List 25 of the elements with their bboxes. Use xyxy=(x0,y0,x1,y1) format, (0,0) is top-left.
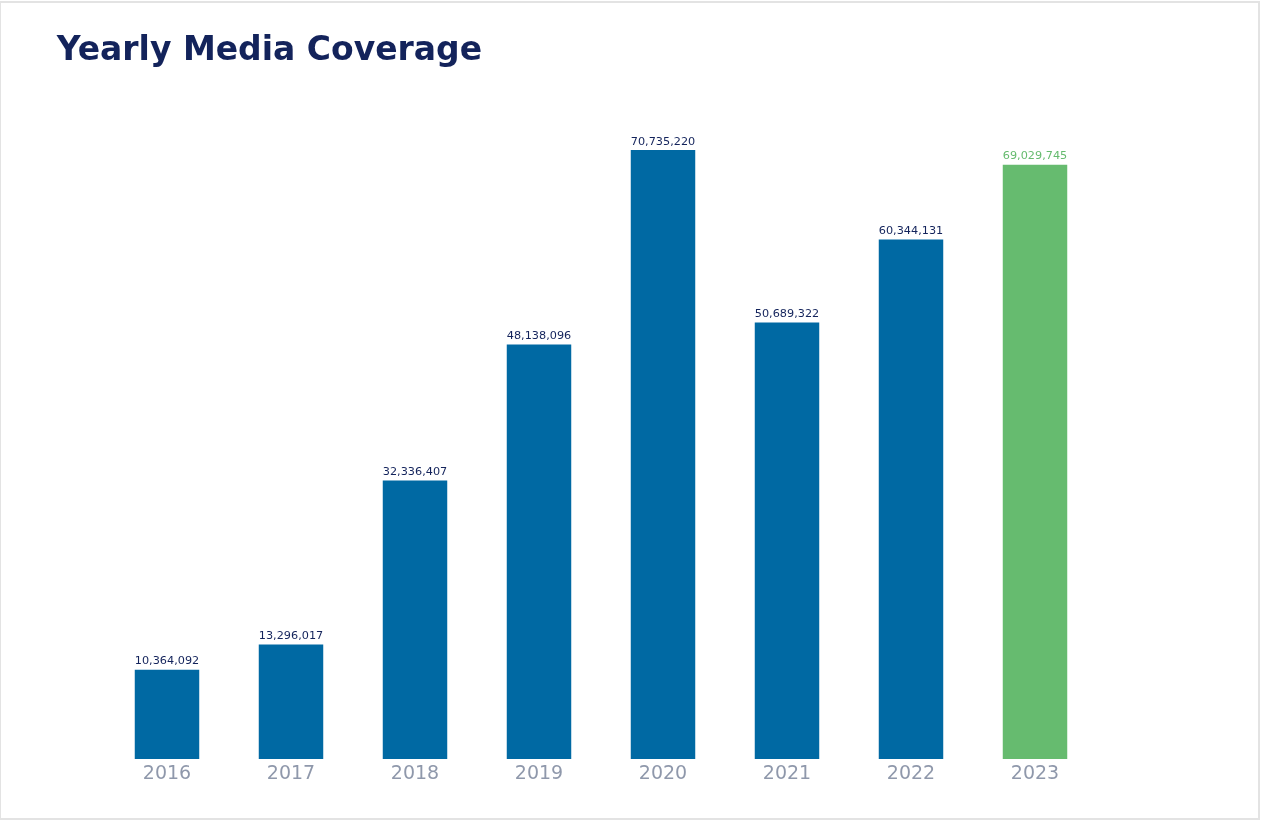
bar xyxy=(878,239,944,759)
bar xyxy=(382,480,448,759)
x-tick-label: 2022 xyxy=(886,761,936,783)
x-tick-label: 2023 xyxy=(1010,761,1060,783)
x-tick-label: 2016 xyxy=(142,761,192,783)
chart-title: Yearly Media Coverage xyxy=(55,29,483,69)
bar xyxy=(258,644,324,759)
data-label: 13,296,017 xyxy=(258,629,324,643)
x-tick-label: 2020 xyxy=(638,761,688,783)
x-tick-label: 2017 xyxy=(266,761,316,783)
data-label: 48,138,096 xyxy=(506,329,572,343)
data-label: 32,336,407 xyxy=(382,465,448,479)
bar xyxy=(506,344,572,759)
data-label: 60,344,131 xyxy=(878,224,944,238)
data-label: 70,735,220 xyxy=(630,134,696,148)
data-label: 10,364,092 xyxy=(134,654,200,668)
x-tick-label: 2019 xyxy=(514,761,564,783)
bar xyxy=(754,322,820,759)
data-label: 69,029,745 xyxy=(1002,149,1068,163)
bar xyxy=(630,150,696,759)
x-tick-label: 2021 xyxy=(762,761,812,783)
bar xyxy=(134,669,200,759)
data-label: 50,689,322 xyxy=(754,307,820,321)
x-tick-label: 2018 xyxy=(390,761,440,783)
bar xyxy=(1002,164,1068,759)
